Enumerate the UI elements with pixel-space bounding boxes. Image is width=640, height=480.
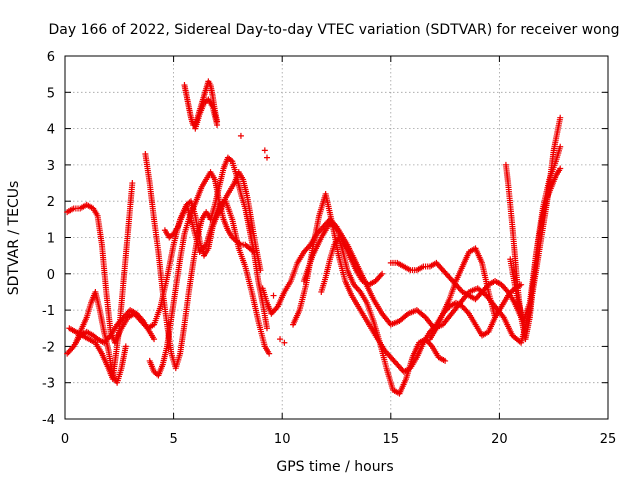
y-tick-label: 4 [47,123,55,138]
y-tick-label: 5 [47,86,55,101]
y-axis-label: SDTVAR / TECUs [6,181,22,296]
data-point [557,143,564,150]
x-tick-label: 25 [600,432,617,447]
data-point [492,314,499,321]
data-point [237,132,244,139]
y-tick-label: 1 [47,232,55,247]
y-tick-label: -3 [42,377,55,392]
data-point [266,350,273,357]
data-point [557,114,564,121]
y-tick-labels: -4 -3 -2 -1 0 1 2 3 4 5 6 [42,50,55,428]
data-point [277,336,284,343]
x-tick-label: 10 [274,432,291,447]
x-tick-label: 0 [61,432,69,447]
data-point [442,357,449,364]
data-point [129,180,136,187]
y-tick-label: 2 [47,195,55,210]
y-tick-label: 6 [47,50,55,65]
data-point [270,292,277,299]
y-tick-label: -2 [42,340,55,355]
x-axis-label: GPS time / hours [276,459,393,475]
x-tick-label: 5 [169,432,177,447]
y-tick-label: -4 [42,413,55,428]
data-markers [64,78,564,397]
data-point [151,336,158,343]
y-tick-label: -1 [42,304,55,319]
data-point [263,154,270,161]
data-point [557,165,564,172]
data-point [261,147,268,154]
data-point [379,270,386,277]
data-point [518,281,525,288]
data-point [263,325,270,332]
data-point [214,121,221,128]
data-point [122,343,129,350]
y-tick-label: 0 [47,268,55,283]
data-point [257,267,264,274]
x-tick-label: 20 [491,432,508,447]
x-tick-label: 15 [383,432,400,447]
y-tick-label: 3 [47,159,55,174]
x-tick-labels: 0 5 10 15 20 25 [61,432,616,447]
data-point [281,339,288,346]
axis-ticks [64,55,609,420]
chart-title: Day 166 of 2022, Sidereal Day-to-day VTE… [49,22,620,38]
